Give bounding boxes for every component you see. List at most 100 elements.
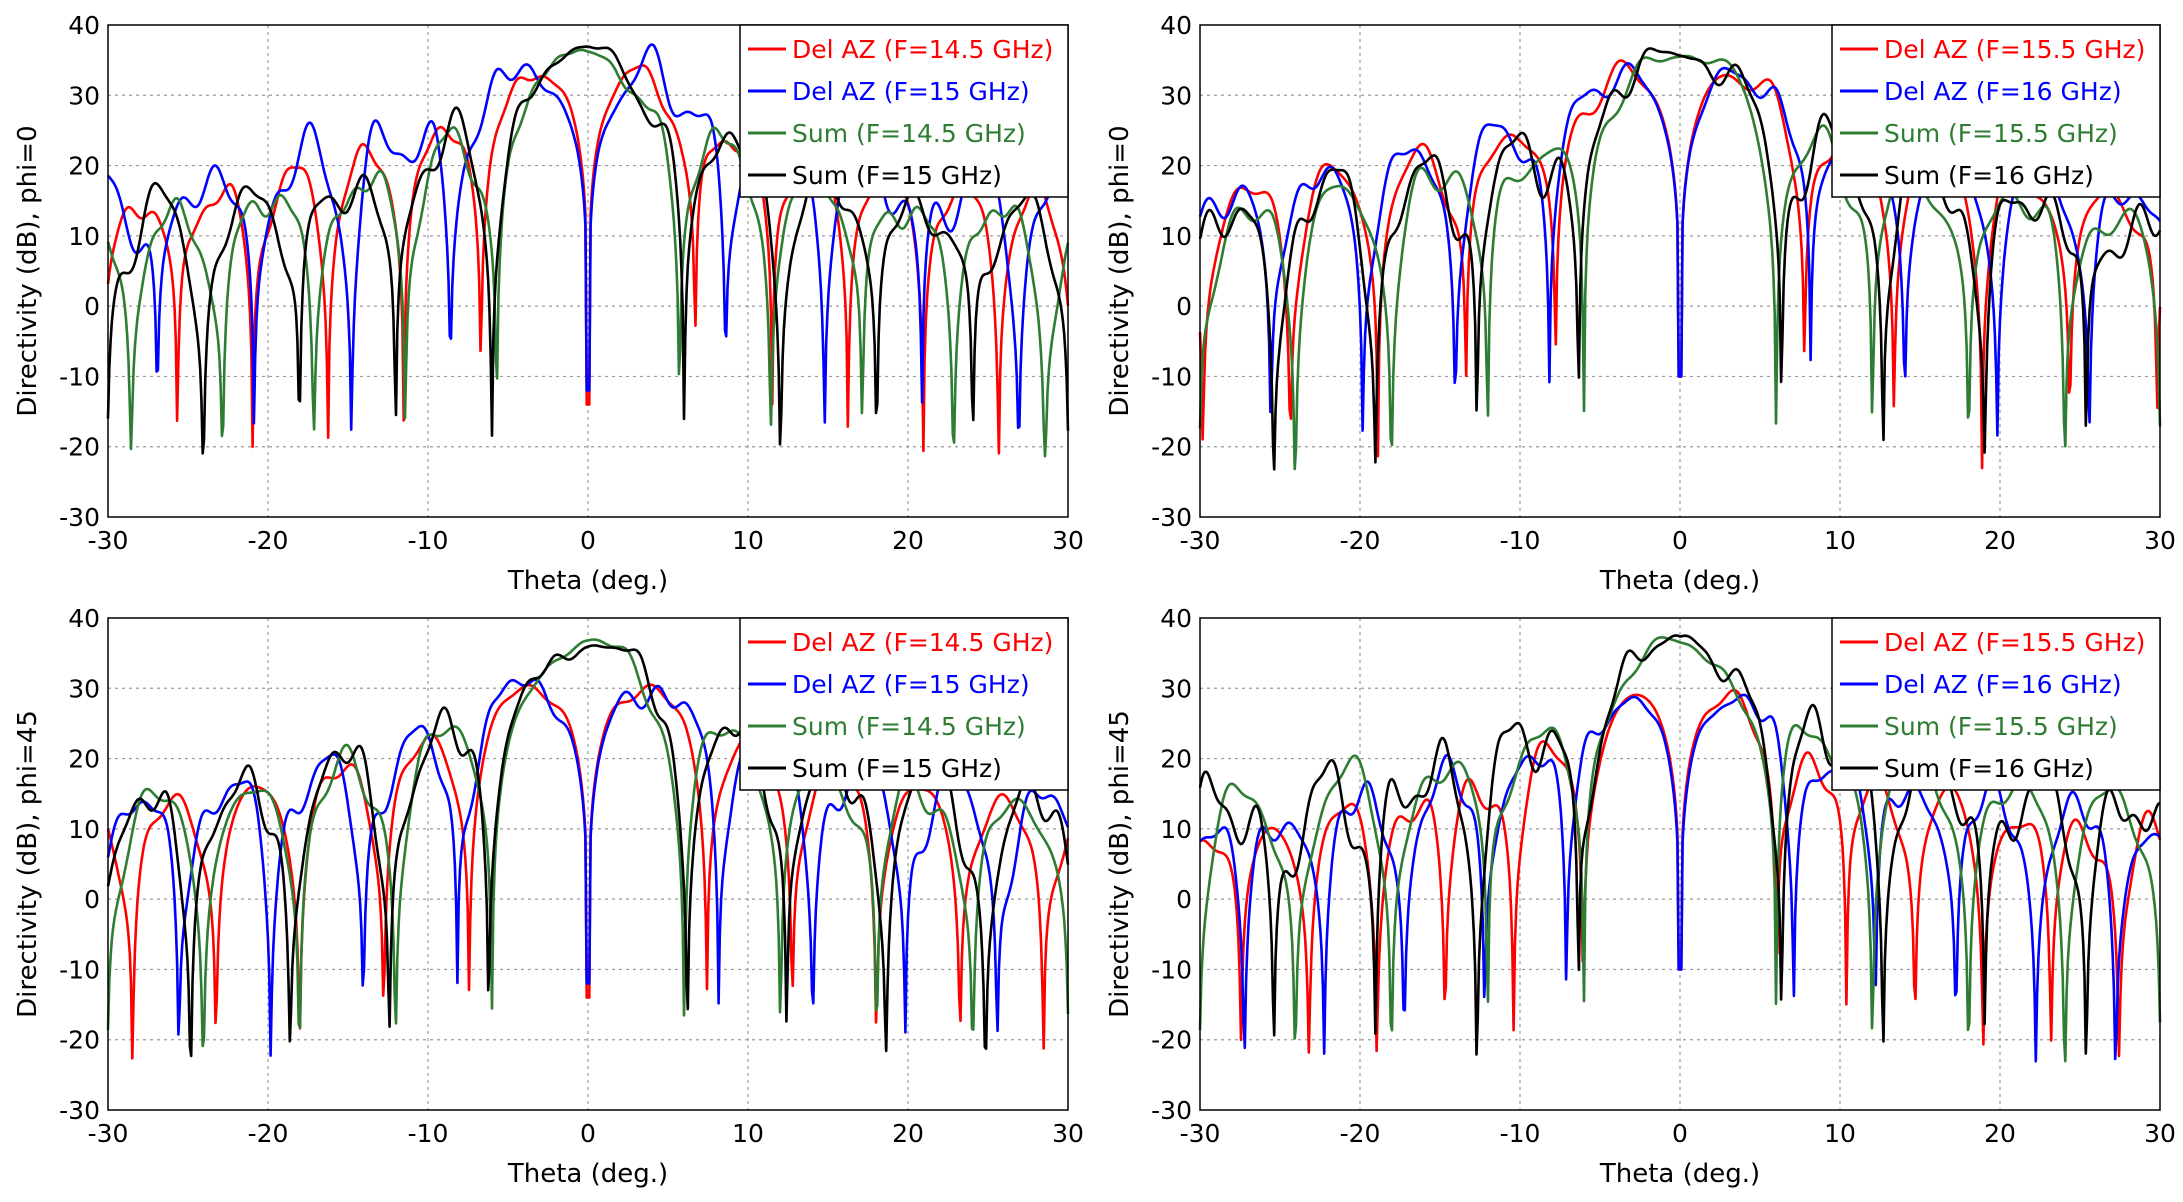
x-tick-label: -30 (88, 526, 129, 555)
y-tick-label: -20 (59, 433, 100, 462)
series-line-4 (1198, 47, 2162, 471)
legend-box (1831, 617, 2161, 791)
legend-entry: Del AZ (F=15.5 GHz) (1884, 35, 2145, 64)
legend-entry: Del AZ (F=15 GHz) (792, 77, 1030, 106)
legend-entry: Sum (F=14.5 GHz) (792, 119, 1026, 148)
legend-box (1831, 24, 2161, 198)
legend-box (739, 617, 1069, 791)
series-line-4 (106, 644, 1070, 1058)
legend: Del AZ (F=14.5 GHz) Del AZ (F=15 GHz) Sum … (739, 617, 1069, 791)
y-tick-label: -10 (1151, 955, 1192, 984)
x-tick-label: 30 (2144, 526, 2176, 555)
y-tick-label: 0 (1176, 885, 1192, 914)
series-line-2 (107, 43, 1070, 431)
legend-entry: Sum (F=15.5 GHz) (1884, 119, 2118, 148)
x-axis-label: Theta (deg.) (1599, 1159, 1760, 1189)
legend-entry: Sum (F=15 GHz) (792, 754, 1002, 783)
x-tick-label: -20 (1340, 526, 1381, 555)
series-line-2 (106, 678, 1070, 1057)
plot-frame (107, 617, 1069, 1111)
legend-entry: Sum (F=15.5 GHz) (1884, 712, 2118, 741)
x-tick-label: 10 (732, 1119, 764, 1148)
y-tick-label: -20 (1151, 433, 1192, 462)
y-tick-label: 30 (68, 674, 100, 703)
legend-entry: Sum (F=15 GHz) (792, 161, 1002, 190)
legend-entry: Del AZ (F=16 GHz) (1884, 670, 2122, 699)
series-line-3 (106, 48, 1070, 458)
x-tick-label: -20 (1340, 1119, 1381, 1148)
y-tick-label: 40 (1160, 11, 1192, 40)
x-tick-label: -10 (408, 526, 449, 555)
y-tick-label: 0 (84, 885, 100, 914)
x-tick-label: 0 (580, 526, 596, 555)
y-tick-label: -30 (1151, 503, 1192, 532)
legend-entry: Del AZ (F=15 GHz) (792, 670, 1030, 699)
legend-entry: Sum (F=16 GHz) (1884, 754, 2094, 783)
x-tick-label: 10 (1824, 1119, 1856, 1148)
y-axis-label: Directivity (dB), phi=45 (13, 710, 43, 1018)
x-axis-label: Theta (deg.) (507, 1159, 668, 1189)
y-tick-label: 0 (1176, 292, 1192, 321)
series-line-2 (1198, 62, 2162, 437)
x-tick-label: -10 (1500, 1119, 1541, 1148)
y-tick-label: 10 (68, 222, 100, 251)
x-tick-label: -30 (88, 1119, 129, 1148)
y-tick-label: 30 (68, 81, 100, 110)
y-tick-label: 30 (1160, 674, 1192, 703)
x-tick-label: 0 (1672, 526, 1688, 555)
plot-frame (1199, 617, 2161, 1111)
x-tick-label: 20 (1984, 1119, 2016, 1148)
x-tick-label: -30 (1180, 1119, 1221, 1148)
x-tick-label: -20 (248, 1119, 289, 1148)
x-tick-label: -20 (248, 526, 289, 555)
x-tick-label: -10 (1500, 526, 1541, 555)
y-tick-label: -10 (1151, 362, 1192, 391)
y-tick-label: 20 (1160, 152, 1192, 181)
legend: Del AZ (F=15.5 GHz) Del AZ (F=16 GHz) Sum … (1831, 617, 2161, 791)
y-tick-label: -20 (1151, 1026, 1192, 1055)
y-tick-label: -30 (59, 1096, 100, 1125)
y-tick-label: -10 (59, 955, 100, 984)
series-line-2 (1199, 693, 2161, 1063)
y-tick-label: 10 (1160, 815, 1192, 844)
plot-frame (1199, 24, 2161, 518)
legend-entry: Del AZ (F=16 GHz) (1884, 77, 2122, 106)
x-tick-label: -30 (1180, 526, 1221, 555)
chart-panel-4: -30 -20 -10 0 10 20 30 40 30 20 10 0 -10 -20 -30 Theta … (1105, 604, 2176, 1189)
y-tick-label: 40 (68, 604, 100, 633)
x-tick-label: 10 (1824, 526, 1856, 555)
x-tick-label: 20 (1984, 526, 2016, 555)
y-tick-label: 20 (68, 152, 100, 181)
x-tick-label: 30 (1052, 1119, 1084, 1148)
chart-panel-1: -30 -20 -10 0 10 20 30 40 30 20 10 0 -10 -20 -30 Theta … (13, 11, 1084, 596)
legend-box (739, 24, 1069, 198)
x-tick-label: 30 (1052, 526, 1084, 555)
x-tick-label: 10 (732, 526, 764, 555)
y-axis-label: Directivity (dB), phi=0 (1105, 125, 1135, 416)
y-tick-label: 10 (68, 815, 100, 844)
legend-entry: Del AZ (F=15.5 GHz) (1884, 628, 2145, 657)
x-axis-label: Theta (deg.) (1599, 566, 1760, 596)
x-tick-label: 20 (892, 526, 924, 555)
legend-entry: Sum (F=16 GHz) (1884, 161, 2094, 190)
x-tick-label: 0 (580, 1119, 596, 1148)
y-axis-label: Directivity (dB), phi=45 (1105, 710, 1135, 1018)
legend-entry: Sum (F=14.5 GHz) (792, 712, 1026, 741)
y-tick-label: 20 (68, 745, 100, 774)
series-line-3 (1198, 636, 2162, 1063)
series-line-4 (1198, 634, 2161, 1056)
legend-entry: Del AZ (F=14.5 GHz) (792, 628, 1053, 657)
y-axis-label: Directivity (dB), phi=0 (13, 125, 43, 416)
y-tick-label: 40 (1160, 604, 1192, 633)
y-tick-label: -20 (59, 1026, 100, 1055)
y-tick-label: 30 (1160, 81, 1192, 110)
legend: Del AZ (F=15.5 GHz) Del AZ (F=16 GHz) Sum … (1831, 24, 2161, 198)
x-axis-label: Theta (deg.) (507, 566, 668, 596)
y-tick-label: 0 (84, 292, 100, 321)
y-tick-label: -30 (59, 503, 100, 532)
y-tick-label: 10 (1160, 222, 1192, 251)
chart-panel-3: -30 -20 -10 0 10 20 30 40 30 20 10 0 -10 -20 -30 Theta … (13, 604, 1084, 1189)
x-tick-label: 0 (1672, 1119, 1688, 1148)
plot-frame (107, 24, 1069, 518)
